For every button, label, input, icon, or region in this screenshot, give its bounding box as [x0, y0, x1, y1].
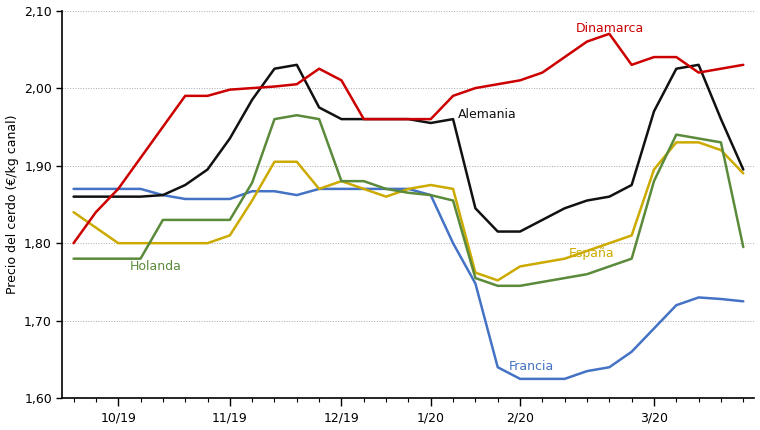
- Y-axis label: Precio del cerdo (€/kg canal): Precio del cerdo (€/kg canal): [5, 115, 18, 294]
- Text: Alemania: Alemania: [458, 108, 516, 121]
- Text: Holanda: Holanda: [129, 260, 181, 273]
- Text: España: España: [569, 247, 615, 260]
- Text: Dinamarca: Dinamarca: [576, 22, 644, 35]
- Text: Francia: Francia: [509, 360, 554, 373]
